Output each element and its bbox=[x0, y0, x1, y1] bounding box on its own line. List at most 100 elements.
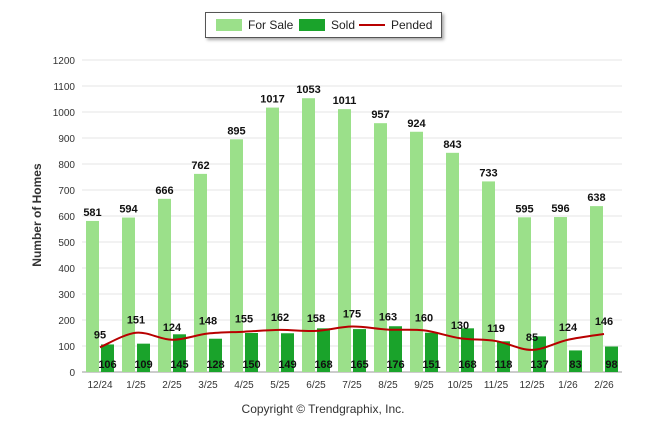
data-label-sold: 165 bbox=[350, 359, 368, 371]
data-label-pended: 175 bbox=[343, 309, 361, 321]
bar-for-sale bbox=[86, 220, 99, 372]
data-label-pended: 119 bbox=[487, 323, 505, 335]
bar-for-sale bbox=[446, 152, 459, 372]
data-label-pended: 124 bbox=[559, 322, 578, 334]
x-tick-label: 1/25 bbox=[126, 380, 146, 391]
data-label-for-sale: 581 bbox=[83, 207, 101, 219]
legend-label-for-sale: For Sale bbox=[248, 18, 294, 32]
data-label-sold: 145 bbox=[170, 359, 188, 371]
bar-sold bbox=[389, 326, 402, 372]
data-label-for-sale: 957 bbox=[371, 109, 389, 121]
data-label-for-sale: 666 bbox=[155, 185, 173, 197]
bar-sold bbox=[425, 332, 438, 372]
legend-swatch-pended bbox=[359, 24, 385, 26]
bar-sold bbox=[353, 329, 366, 372]
data-label-pended: 130 bbox=[451, 320, 469, 332]
x-tick-label: 9/25 bbox=[414, 380, 434, 391]
data-label-for-sale: 594 bbox=[119, 204, 138, 216]
bar-sold bbox=[173, 334, 186, 372]
data-label-sold: 106 bbox=[98, 359, 116, 371]
bar-for-sale bbox=[590, 206, 603, 372]
data-label-for-sale: 895 bbox=[227, 125, 245, 137]
bar-sold bbox=[101, 344, 114, 372]
y-tick-label: 900 bbox=[58, 134, 75, 145]
x-tick-label: 6/25 bbox=[306, 380, 326, 391]
y-tick-label: 300 bbox=[58, 290, 75, 301]
data-label-pended: 124 bbox=[163, 322, 182, 334]
legend-item-sold[interactable]: Sold bbox=[299, 13, 355, 37]
bar-for-sale bbox=[482, 181, 495, 372]
data-label-pended: 146 bbox=[595, 316, 613, 328]
data-label-pended: 155 bbox=[235, 314, 253, 326]
bar-for-sale bbox=[302, 98, 315, 372]
bar-sold bbox=[533, 336, 546, 372]
data-label-sold: 118 bbox=[495, 359, 513, 371]
x-tick-label: 11/25 bbox=[484, 380, 509, 391]
data-label-for-sale: 1017 bbox=[260, 94, 284, 106]
data-label-sold: 150 bbox=[242, 359, 260, 371]
x-tick-label: 12/24 bbox=[87, 380, 112, 391]
bar-sold bbox=[137, 343, 150, 372]
bar-sold bbox=[317, 328, 330, 372]
x-tick-label: 8/25 bbox=[378, 380, 398, 391]
bar-for-sale bbox=[230, 139, 243, 372]
x-tick-label: 12/25 bbox=[519, 380, 544, 391]
bar-sold bbox=[497, 341, 510, 372]
data-label-for-sale: 1011 bbox=[333, 95, 357, 107]
data-label-sold: 168 bbox=[458, 359, 476, 371]
x-tick-label: 2/25 bbox=[162, 380, 182, 391]
legend-label-sold: Sold bbox=[331, 18, 356, 32]
x-tick-label: 5/25 bbox=[270, 380, 290, 391]
y-tick-label: 1000 bbox=[53, 108, 76, 119]
data-label-sold: 149 bbox=[278, 359, 296, 371]
x-tick-label: 7/25 bbox=[342, 380, 362, 391]
data-label-pended: 162 bbox=[271, 312, 289, 324]
bar-for-sale bbox=[554, 217, 567, 372]
bar-sold bbox=[209, 338, 222, 372]
data-label-for-sale: 733 bbox=[479, 167, 497, 179]
data-label-for-sale: 596 bbox=[551, 203, 569, 215]
y-tick-label: 1100 bbox=[53, 82, 75, 93]
x-tick-label: 1/26 bbox=[558, 380, 578, 391]
y-tick-label: 100 bbox=[58, 342, 75, 353]
data-label-sold: 128 bbox=[206, 359, 224, 371]
line-pended bbox=[99, 325, 605, 351]
bar-sold bbox=[569, 350, 582, 372]
data-label-sold: 176 bbox=[386, 359, 404, 371]
data-label-for-sale: 762 bbox=[191, 160, 209, 172]
data-label-for-sale: 595 bbox=[515, 203, 533, 215]
y-tick-label: 400 bbox=[58, 264, 75, 275]
bar-sold bbox=[605, 346, 618, 372]
bar-for-sale bbox=[410, 131, 423, 372]
bar-sold bbox=[281, 333, 294, 372]
data-label-sold: 83 bbox=[569, 359, 581, 371]
bar-for-sale bbox=[338, 109, 351, 372]
x-tick-label: 4/25 bbox=[234, 380, 254, 391]
data-label-sold: 168 bbox=[314, 359, 332, 371]
y-axis-label: Number of Homes bbox=[30, 163, 44, 267]
data-label-pended: 158 bbox=[307, 313, 325, 325]
y-tick-label: 600 bbox=[58, 212, 75, 223]
y-tick-label: 1200 bbox=[53, 56, 76, 67]
chart-legend: For Sale Sold Pended bbox=[205, 12, 442, 38]
data-label-sold: 151 bbox=[422, 359, 440, 371]
data-label-pended: 85 bbox=[526, 332, 538, 344]
x-tick-label: 2/26 bbox=[594, 380, 614, 391]
copyright-text: Copyright © Trendgraphix, Inc. bbox=[241, 402, 405, 416]
data-label-for-sale: 843 bbox=[443, 139, 461, 151]
legend-item-pended[interactable]: Pended bbox=[359, 13, 432, 37]
legend-swatch-sold bbox=[299, 19, 325, 31]
x-tick-label: 10/25 bbox=[447, 380, 472, 391]
data-label-pended: 151 bbox=[127, 315, 145, 327]
bar-for-sale bbox=[122, 217, 135, 372]
bar-for-sale bbox=[158, 198, 171, 372]
data-label-sold: 137 bbox=[530, 359, 548, 371]
y-tick-label: 500 bbox=[58, 238, 75, 249]
bar-for-sale bbox=[518, 217, 531, 372]
data-label-for-sale: 924 bbox=[407, 118, 426, 130]
data-label-for-sale: 638 bbox=[587, 192, 605, 204]
data-label-sold: 109 bbox=[134, 359, 152, 371]
bar-sold bbox=[245, 333, 258, 372]
legend-item-for-sale[interactable]: For Sale bbox=[216, 13, 293, 37]
